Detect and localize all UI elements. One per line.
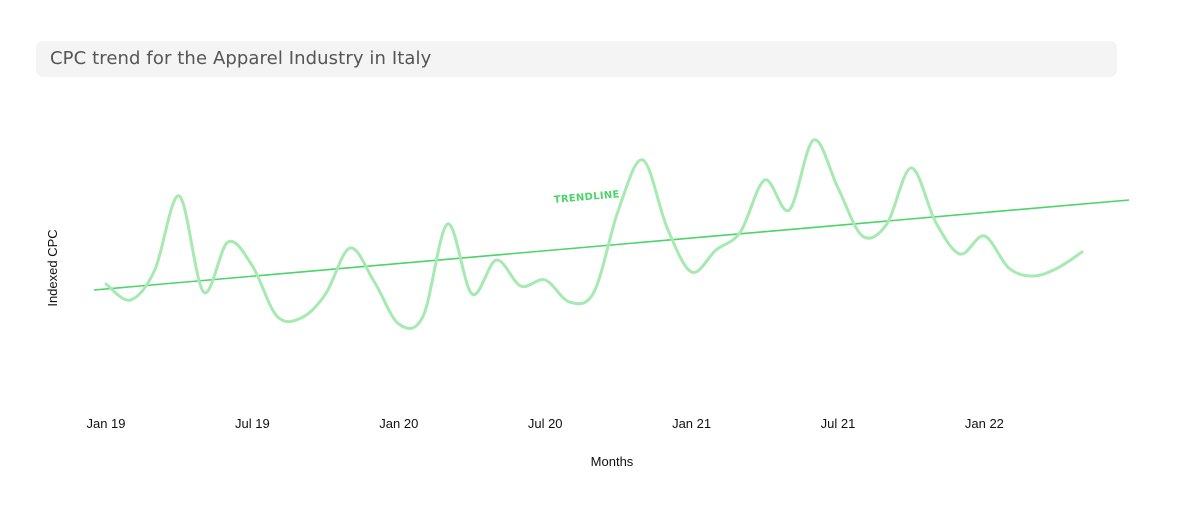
data-point xyxy=(322,290,330,298)
data-point xyxy=(858,232,866,240)
x-axis-title: Months xyxy=(591,454,634,469)
data-point xyxy=(175,192,183,200)
data-point xyxy=(712,246,720,254)
x-tick-label: Jan 21 xyxy=(672,416,711,431)
data-point xyxy=(1005,264,1013,272)
x-tick-label: Jul 20 xyxy=(528,416,563,431)
series-line-0 xyxy=(104,138,1084,330)
y-axis-title: Indexed CPC xyxy=(45,229,60,306)
trendline xyxy=(93,199,1130,291)
data-point xyxy=(151,266,159,274)
chart-title-bar: CPC trend for the Apparel Industry in It… xyxy=(36,41,1117,77)
data-point xyxy=(224,238,232,246)
data-point xyxy=(883,220,891,228)
data-point xyxy=(834,184,842,192)
data-point xyxy=(1054,264,1062,272)
data-point xyxy=(761,176,769,184)
trendline-label: TRENDLINE xyxy=(553,189,620,206)
data-point xyxy=(126,296,134,304)
x-axis-ticks: Jan 19 Jul 19 Jan 20 Jul 20 Jan 21 Jul 21 Jan … xyxy=(86,416,1003,431)
data-point xyxy=(907,164,915,172)
data-point xyxy=(590,288,598,296)
data-point xyxy=(346,244,354,252)
x-tick-label: Jul 21 xyxy=(821,416,856,431)
data-point xyxy=(200,288,208,296)
data-point xyxy=(1078,248,1086,256)
data-point xyxy=(370,278,378,286)
data-point xyxy=(1029,272,1037,280)
data-point xyxy=(785,206,793,214)
data-point xyxy=(688,268,696,276)
data-point xyxy=(663,224,671,232)
data-point xyxy=(810,136,818,144)
data-point xyxy=(956,250,964,258)
data-point xyxy=(980,232,988,240)
data-point xyxy=(248,262,256,270)
x-tick-label: Jul 19 xyxy=(235,416,270,431)
data-point xyxy=(639,156,647,164)
data-point xyxy=(517,282,525,290)
data-point xyxy=(736,228,744,236)
chart-title: CPC trend for the Apparel Industry in It… xyxy=(50,48,432,69)
data-point xyxy=(297,314,305,322)
data-point xyxy=(419,312,427,320)
data-point xyxy=(492,256,500,264)
x-tick-label: Jan 19 xyxy=(86,416,125,431)
plot-area: TRENDLINE xyxy=(93,136,1130,330)
data-point xyxy=(273,312,281,320)
data-point xyxy=(566,298,574,306)
data-point xyxy=(395,320,403,328)
data-point xyxy=(444,220,452,228)
data-point xyxy=(541,276,549,284)
data-point xyxy=(102,280,110,288)
data-point xyxy=(468,290,476,298)
x-tick-label: Jan 22 xyxy=(965,416,1004,431)
x-tick-label: Jan 20 xyxy=(379,416,418,431)
data-point xyxy=(932,218,940,226)
data-point xyxy=(614,206,622,214)
